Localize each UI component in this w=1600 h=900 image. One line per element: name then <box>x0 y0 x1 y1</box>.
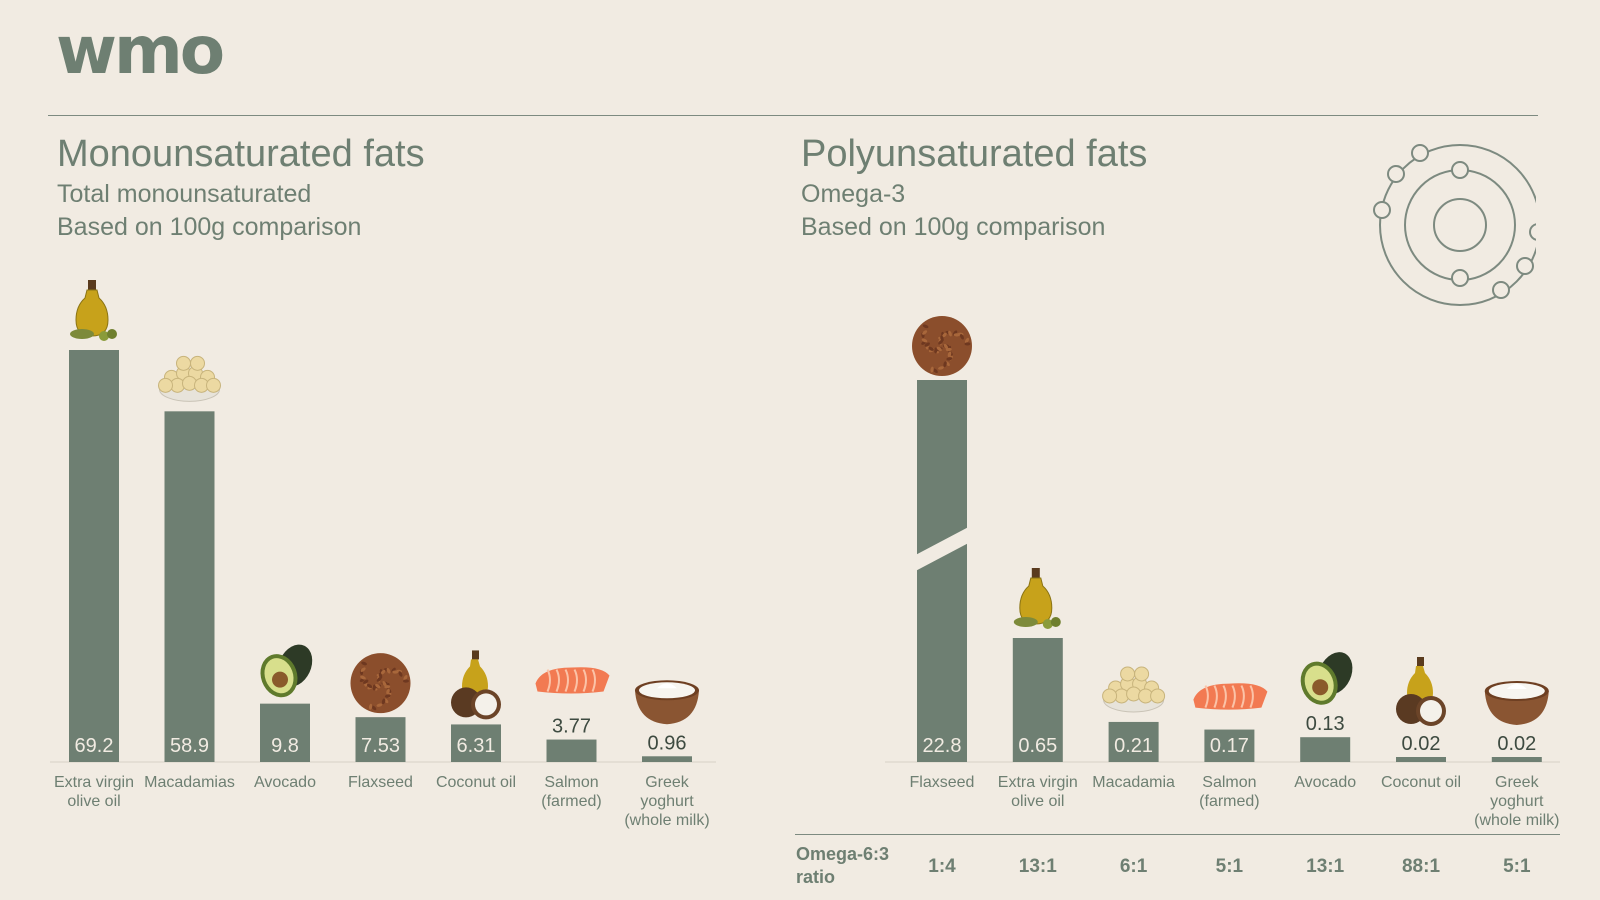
olive-oil-icon <box>70 280 117 341</box>
mono-category-label-6-2: (whole milk) <box>624 812 709 829</box>
header-divider <box>48 115 1538 116</box>
mono-bar-2 <box>260 703 310 762</box>
poly-bar-6 <box>1491 757 1542 762</box>
mono-value-label-2: 9.8 <box>271 735 299 757</box>
poly-category-label-4-0: Avocado <box>1294 774 1356 791</box>
ratio-value-0: 1:4 <box>928 856 956 877</box>
mono-value-label-3: 7.53 <box>361 735 400 757</box>
poly-chart-subtitle-1: Omega-3 <box>801 179 906 208</box>
mono-chart-header: Monounsaturated fats Total monounsaturat… <box>57 133 425 243</box>
ratio-divider <box>795 834 1560 835</box>
wmo-logo: wmo <box>56 12 225 89</box>
coconut-oil-icon <box>1396 657 1446 726</box>
mono-category-label-5-0: Salmon <box>544 774 598 791</box>
coconut-oil-icon <box>451 650 501 720</box>
poly-category-label-2-0: Macadamia <box>1092 774 1175 791</box>
mono-chart-title: Monounsaturated fats <box>57 133 425 175</box>
poly-value-label-1: 0.65 <box>1018 735 1057 757</box>
mono-category-label-6-0: Greek <box>645 774 690 791</box>
yoghurt-icon <box>1484 681 1549 725</box>
poly-category-label-1-1: olive oil <box>1011 793 1064 810</box>
ratio-value-3: 5:1 <box>1215 856 1244 877</box>
mono-bar-5 <box>546 739 597 762</box>
ratio-value-4: 13:1 <box>1306 856 1345 877</box>
poly-category-label-3-0: Salmon <box>1202 774 1256 791</box>
mono-category-label-1-0: Macadamias <box>144 774 235 791</box>
poly-value-label-4: 0.13 <box>1306 713 1345 735</box>
mono-category-label-3-0: Flaxseed <box>348 774 413 791</box>
macadamia-icon <box>1102 666 1166 713</box>
poly-category-label-3-1: (farmed) <box>1199 793 1259 810</box>
poly-value-label-2: 0.21 <box>1114 735 1153 757</box>
mono-value-label-0: 69.2 <box>75 735 114 757</box>
poly-bar-0 <box>917 380 967 762</box>
poly-value-label-0: 22.8 <box>923 735 962 757</box>
poly-category-label-1-0: Extra virgin <box>998 774 1078 791</box>
poly-bar-4 <box>1300 737 1351 762</box>
salmon-icon <box>1193 683 1268 710</box>
poly-category-label-5-0: Coconut oil <box>1381 774 1461 791</box>
poly-chart-title: Polyunsaturated fats <box>801 133 1148 175</box>
ratio-value-1: 13:1 <box>1018 856 1057 877</box>
poly-category-label-6-0: Greek <box>1495 774 1540 791</box>
poly-category-label-6-2: (whole milk) <box>1474 812 1559 829</box>
poly-bar-2 <box>1108 721 1159 762</box>
flaxseed-icon <box>912 316 972 376</box>
macadamia-icon <box>158 355 221 402</box>
avocado-icon <box>260 644 313 698</box>
mono-category-label-6-1: yoghurt <box>640 793 694 810</box>
mono-bar-chart: 69.2 Extra virgin olive oil 58.9 Macadamias 9… <box>50 280 716 829</box>
ratio-row-label: Omega-6:3 ratio <box>796 843 906 888</box>
mono-bar-0 <box>69 350 119 762</box>
poly-value-label-5: 0.02 <box>1402 733 1441 755</box>
ratio-value-6: 5:1 <box>1503 856 1531 877</box>
yoghurt-icon <box>635 680 699 725</box>
mono-bar-1 <box>164 411 215 762</box>
poly-category-label-6-1: yoghurt <box>1490 793 1544 810</box>
mono-chart-subtitle-2: Based on 100g comparison <box>57 213 362 242</box>
poly-value-label-3: 0.17 <box>1210 735 1249 757</box>
poly-value-label-6: 0.02 <box>1497 733 1536 755</box>
ratio-value-2: 6:1 <box>1119 856 1148 877</box>
mono-bar-3 <box>355 717 406 762</box>
mono-value-label-1: 58.9 <box>170 735 209 757</box>
poly-bar-1 <box>1012 638 1063 762</box>
mono-chart-subtitle-1: Total monounsaturated <box>57 179 312 208</box>
poly-chart-subtitle-2: Based on 100g comparison <box>801 213 1106 242</box>
salmon-icon <box>535 667 610 694</box>
mono-value-label-4: 6.31 <box>457 735 496 757</box>
poly-chart-header: Polyunsaturated fats Omega-3 Based on 10… <box>801 133 1148 243</box>
poly-axis-break <box>906 522 978 576</box>
mono-value-label-6: 0.96 <box>648 732 687 754</box>
poly-bar-3 <box>1204 729 1255 762</box>
mono-value-label-5: 3.77 <box>552 716 591 738</box>
flaxseed-icon <box>350 653 411 714</box>
mono-bar-4 <box>451 724 501 762</box>
mono-category-label-0-1: olive oil <box>67 793 120 810</box>
ratio-value-5: 88:1 <box>1401 856 1441 877</box>
mono-bar-6 <box>642 756 692 762</box>
ratio-label-line-2: ratio <box>796 866 836 887</box>
molecule-orbit-icon <box>1373 144 1536 306</box>
poly-bar-5 <box>1396 757 1446 762</box>
poly-category-label-0-0: Flaxseed <box>910 774 975 791</box>
avocado-icon <box>1300 652 1353 705</box>
mono-category-label-5-1: (farmed) <box>541 793 601 810</box>
olive-oil-icon <box>1013 568 1061 629</box>
ratio-label-line-1: Omega-6:3 <box>796 844 890 864</box>
mono-category-label-4-0: Coconut oil <box>436 774 516 791</box>
mono-category-label-2-0: Avocado <box>254 774 316 791</box>
mono-category-label-0-0: Extra virgin <box>54 774 134 791</box>
